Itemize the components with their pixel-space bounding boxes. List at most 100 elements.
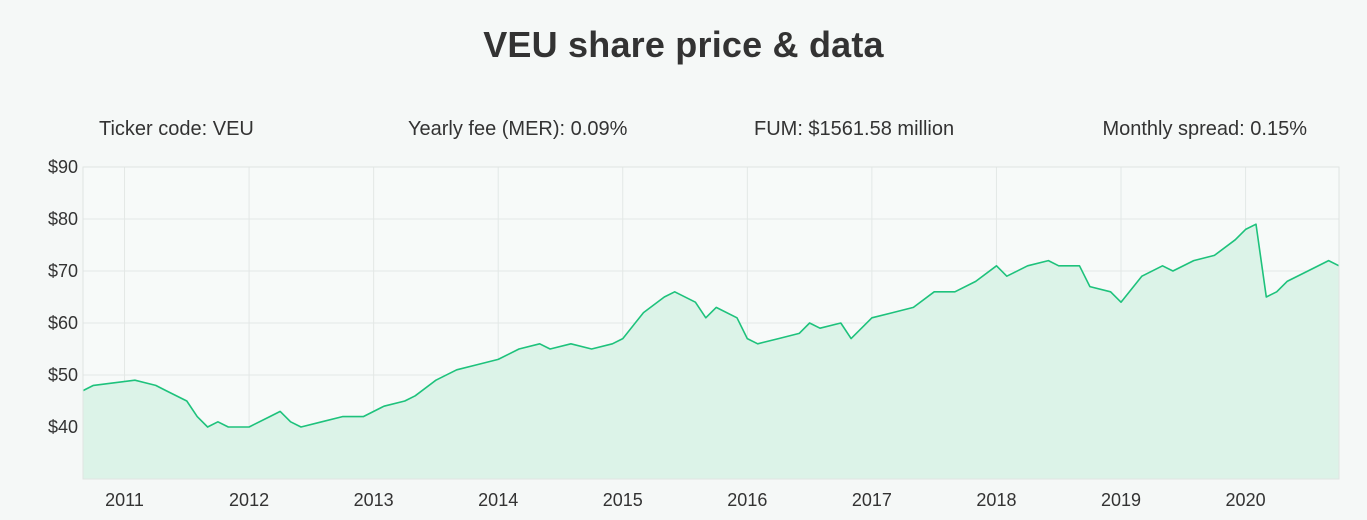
x-tick-label: 2018 (976, 490, 1016, 510)
price-point (455, 368, 459, 372)
y-tick-label: $50 (48, 365, 78, 385)
x-tick-label: 2017 (852, 490, 892, 510)
price-point (216, 420, 220, 424)
price-point (1244, 227, 1248, 231)
x-tick-label: 2014 (478, 490, 518, 510)
price-point (206, 425, 210, 429)
plot-border (82, 166, 1340, 480)
price-point (548, 347, 552, 351)
y-tick-label: $80 (48, 209, 78, 229)
price-point (1264, 295, 1268, 299)
price-point (496, 357, 500, 361)
price-point (237, 425, 241, 429)
price-point (610, 342, 614, 346)
monthly-spread-stat: Monthly spread: 0.15% (1102, 118, 1307, 140)
price-point (1327, 259, 1331, 263)
price-point (911, 305, 915, 309)
ticker-code-stat: Ticker code: VEU (99, 118, 254, 140)
price-point (590, 347, 594, 351)
price-point (1005, 274, 1009, 278)
price-point (185, 399, 189, 403)
price-point (1254, 222, 1258, 226)
price-point (413, 394, 417, 398)
price-point (1212, 253, 1216, 257)
share-price-chart[interactable]: $90 $80 $70 $60 $50 $40 2011 2012 2013 2014 2015 20… (0, 150, 1367, 520)
price-point (247, 425, 251, 429)
price-point (745, 337, 749, 341)
price-point (621, 337, 625, 341)
price-point (1192, 259, 1196, 263)
price-point (278, 409, 282, 413)
y-tick-label: $90 (48, 157, 78, 177)
price-point (808, 321, 812, 325)
price-point (1078, 264, 1082, 268)
price-point (797, 331, 801, 335)
price-point (1026, 264, 1030, 268)
price-point (932, 290, 936, 294)
x-tick-label: 2013 (354, 490, 394, 510)
y-tick-label: $40 (48, 417, 78, 437)
price-point (870, 316, 874, 320)
price-point (974, 279, 978, 283)
price-point (777, 337, 781, 341)
price-point (756, 342, 760, 346)
price-point (714, 305, 718, 309)
price-point (341, 415, 345, 419)
price-point (1109, 290, 1113, 294)
price-point (693, 300, 697, 304)
price-point (538, 342, 542, 346)
price-point (475, 363, 479, 367)
price-point (226, 425, 230, 429)
price-point (953, 290, 957, 294)
price-point (154, 383, 158, 387)
price-point (268, 415, 272, 419)
price-point (735, 316, 739, 320)
price-point (195, 415, 199, 419)
price-point (1140, 274, 1144, 278)
price-point (289, 420, 293, 424)
price-point (818, 326, 822, 330)
price-point (517, 347, 521, 351)
price-point (891, 311, 895, 315)
price-point (1233, 238, 1237, 242)
price-point (673, 290, 677, 294)
price-point (1275, 290, 1279, 294)
price-point (320, 420, 324, 424)
price-point (1161, 264, 1165, 268)
price-point (1285, 279, 1289, 283)
price-line (82, 223, 1340, 428)
price-point (382, 404, 386, 408)
page-title: VEU share price & data (483, 24, 884, 65)
y-tick-label: $70 (48, 261, 78, 281)
price-point (704, 316, 708, 320)
y-tick-label: $60 (48, 313, 78, 333)
price-point (569, 342, 573, 346)
x-tick-label: 2016 (727, 490, 767, 510)
price-point (995, 264, 999, 268)
price-point (361, 415, 365, 419)
price-point (403, 399, 407, 403)
x-tick-label: 2011 (105, 490, 144, 510)
price-point (1046, 259, 1050, 263)
price-point (91, 383, 95, 387)
price-point (849, 337, 853, 341)
price-point (1057, 264, 1061, 268)
price-point (164, 389, 168, 393)
price-point (133, 378, 137, 382)
x-tick-label: 2019 (1101, 490, 1141, 510)
price-point (434, 378, 438, 382)
price-point (1306, 269, 1310, 273)
price-point (112, 381, 116, 385)
price-point (1088, 285, 1092, 289)
x-tick-label: 2020 (1226, 490, 1266, 510)
price-point (839, 321, 843, 325)
price-point (299, 425, 303, 429)
x-tick-label: 2012 (229, 490, 269, 510)
price-point (1119, 300, 1123, 304)
x-tick-label: 2015 (603, 490, 643, 510)
price-point (1171, 269, 1175, 273)
price-point (642, 311, 646, 315)
price-area-fill (83, 224, 1339, 479)
fum-stat: FUM: $1561.58 million (754, 118, 955, 140)
